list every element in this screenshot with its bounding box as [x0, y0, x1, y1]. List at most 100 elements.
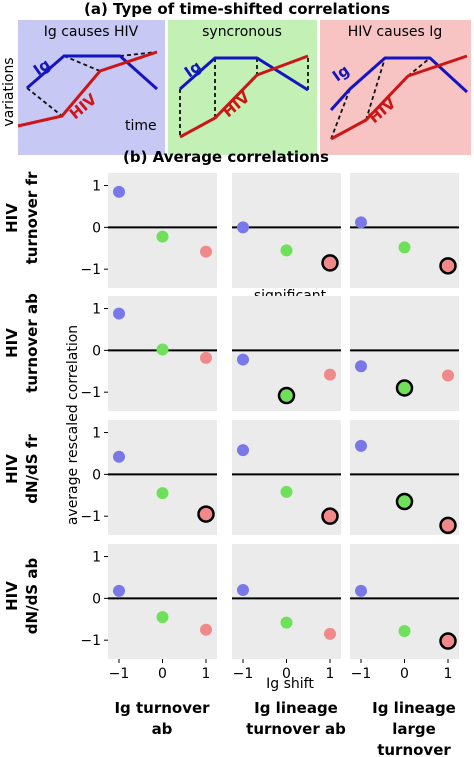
y-tick-label: 1 [92, 426, 101, 442]
data-point [113, 584, 125, 597]
subplot [232, 420, 341, 535]
x-tick-label: 1 [326, 666, 335, 682]
card-title: HIV causes Ig [348, 24, 443, 40]
data-point [442, 369, 454, 382]
lag-dash [26, 87, 63, 117]
data-point [280, 485, 293, 498]
subplot-background [108, 173, 217, 288]
data-point [156, 487, 169, 500]
data-point-significant [321, 507, 339, 525]
ig-series-line [26, 54, 158, 91]
x-tick-label: 1 [202, 666, 211, 682]
panel-a-ylabel: variations [1, 57, 17, 126]
col-label-line: turnover [377, 741, 451, 757]
x-tick-label: 0 [158, 666, 167, 682]
lag-dash [330, 88, 351, 140]
subplot [232, 173, 341, 288]
y-tick-label: 1 [92, 550, 101, 566]
data-point [355, 439, 367, 452]
ig-series-line [329, 56, 469, 112]
data-point-significant [439, 632, 457, 650]
data-point [324, 368, 336, 381]
x-tick-label: −1 [109, 666, 130, 682]
subplot [350, 420, 459, 535]
card-ig-causes-hiv: Ig causes HIV Ig HIV time [17, 20, 165, 155]
card-background [18, 20, 165, 155]
col-label-ig-lineage-large-turnover: Ig lineage large turnover [372, 699, 456, 757]
y-tick-label: −1 [80, 509, 101, 525]
row-label-turnover-fr: HIV turnover fr [3, 171, 41, 264]
y-tick-label: 0 [92, 467, 101, 483]
hiv-series-line [17, 50, 158, 128]
row-label-line: HIV [3, 581, 21, 611]
data-point [280, 244, 293, 257]
hiv-series-line [179, 54, 309, 139]
col-label-line: Ig lineage [254, 699, 338, 717]
data-point [113, 450, 125, 463]
data-point [156, 611, 169, 624]
lag-dash [407, 57, 431, 77]
row-label-dnds-ab: HIV dN/dS ab [3, 558, 41, 635]
row-label-turnover-ab: HIV turnover ab [3, 293, 41, 393]
data-point-significant [395, 492, 414, 511]
data-point-significant [439, 257, 457, 275]
col-label-ig-lineage-turnover-ab: Ig lineage turnover ab [246, 699, 346, 738]
row-label-line: turnover fr [23, 171, 41, 264]
data-point [156, 230, 169, 243]
card-syncronous: syncronous Ig HIV [168, 20, 317, 155]
x-tick-label: 0 [282, 666, 291, 682]
scatter-grid: 1 0 −1 1 0 −1 1 0 −1 1 0 −1 −1 0 1 −1 0 1 −1 0 1 [80, 173, 459, 682]
row-label-line: HIV [3, 328, 21, 358]
col-label-line: Ig lineage [372, 699, 456, 717]
y-tick-label: 1 [92, 179, 101, 195]
lag-dash [365, 57, 386, 121]
data-point [237, 444, 249, 457]
subplot: −1 0 1 [232, 544, 341, 682]
data-point-significant [439, 516, 457, 535]
data-point [355, 216, 367, 229]
data-point [280, 616, 293, 629]
data-point [113, 307, 125, 320]
y-tick-label: 0 [92, 591, 101, 607]
y-tick-label: −1 [80, 633, 101, 649]
card-background [168, 20, 317, 155]
subplot: 1 0 −1 −1 0 1 [80, 544, 217, 682]
data-point [237, 353, 249, 366]
subplot: −1 0 1 [350, 544, 459, 682]
x-tick-label: 1 [444, 666, 453, 682]
y-tick-label: 0 [92, 343, 101, 359]
y-tick-label: −1 [80, 385, 101, 401]
panel-a: variations Ig causes HIV Ig HIV time syn… [1, 20, 471, 155]
y-tick-label: 0 [92, 220, 101, 236]
col-label-line: large [392, 720, 436, 738]
subplot-background [350, 420, 459, 535]
data-point [237, 584, 249, 596]
col-label-ig-turnover-ab: Ig turnover ab [114, 699, 210, 738]
title-a: (a) Type of time-shifted correlations [84, 0, 390, 18]
subplot: 1 0 −1 [80, 420, 217, 535]
data-point [398, 624, 411, 637]
data-point [113, 185, 125, 198]
data-point-significant [277, 386, 296, 405]
col-label-line: ab [152, 720, 173, 738]
row-label-line: HIV [3, 203, 21, 233]
x-tick-label: 0 [400, 666, 409, 682]
data-point [355, 360, 367, 373]
ig-series-line [179, 56, 309, 92]
subplot: 1 0 −1 [80, 296, 217, 411]
data-point [200, 245, 212, 258]
x-tick-label: −1 [351, 666, 372, 682]
y-axis-label: average rescaled correlation [65, 325, 81, 525]
data-point-significant [321, 254, 339, 272]
card-title: syncronous [202, 24, 282, 40]
subplot [350, 173, 459, 288]
data-point [200, 351, 212, 364]
data-point-significant [395, 379, 414, 397]
data-point [200, 623, 212, 636]
row-label-line: dN/dS ab [23, 558, 41, 635]
row-label-line: turnover ab [23, 293, 41, 393]
y-tick-label: 1 [92, 302, 101, 318]
subplot [232, 296, 341, 411]
data-point [237, 221, 249, 234]
